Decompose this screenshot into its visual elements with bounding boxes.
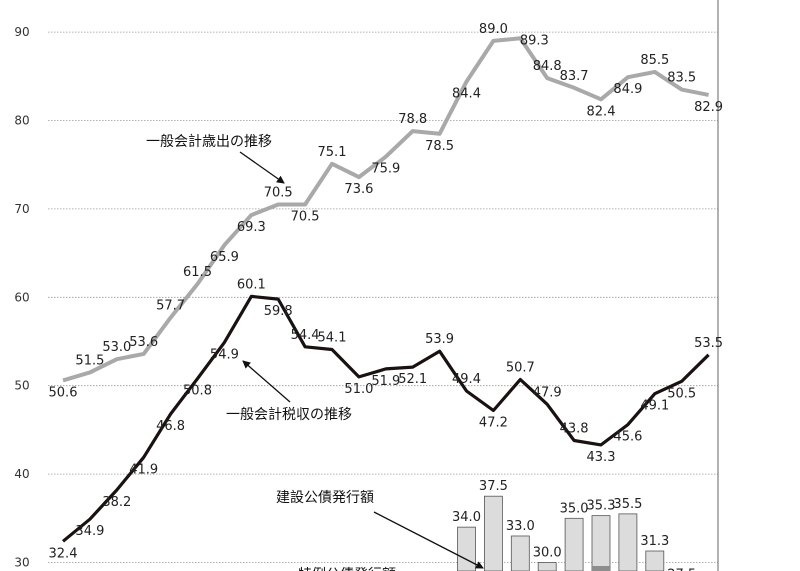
data-label: 78.5 [425,139,454,154]
bar-overlay [592,566,610,571]
bar-value-label: 35.3 [587,499,616,514]
data-label: 70.5 [264,185,293,200]
data-label: 61.5 [183,265,212,280]
y-axis-ticks: 30 40 50 60 70 80 90 [14,25,29,569]
y-tick-label: 70 [14,202,29,216]
data-label: 69.3 [237,220,266,235]
data-label: 51.0 [344,382,373,397]
bar [591,515,611,571]
data-label: 84.9 [613,82,642,97]
data-label: 49.1 [640,399,669,414]
data-label: 82.9 [694,100,723,115]
data-label: 84.8 [533,59,562,74]
series-lines [61,36,710,543]
data-label: 32.4 [49,546,78,561]
data-label: 65.9 [210,250,239,265]
bar-value-label: 35.5 [613,497,642,512]
data-label: 75.1 [318,145,347,160]
y-tick-label: 50 [14,379,29,393]
data-label: 52.1 [398,372,427,387]
data-label: 54.4 [291,328,320,343]
data-label: 83.5 [667,71,696,86]
annotation-construction-bonds: 建設公債発行額 [276,490,374,506]
data-label: 54.1 [318,330,347,345]
data-label: 82.4 [587,104,616,119]
data-label: 50.5 [667,386,696,401]
data-label: 70.5 [291,209,320,224]
bar [510,535,530,571]
bar-value-label: 34.0 [452,510,481,525]
bar-value-label: 30.0 [533,546,562,561]
data-label: 34.9 [75,524,104,539]
data-label: 60.1 [237,277,266,292]
data-label: 47.9 [533,385,562,400]
data-label: 83.7 [560,69,589,84]
annotation-arrow [239,151,285,184]
annotation-expenditure: 一般会計歳出の推移 [146,134,272,150]
bars-construction-bonds: 34.0 37.5 33.0 30.0 35.035.335.5 31.3 27.5 [452,479,696,571]
data-label: 53.6 [129,335,158,350]
data-label: 53.0 [102,340,131,355]
bar [564,517,584,571]
data-label: 46.8 [156,419,185,434]
y-tick-label: 30 [14,556,29,570]
bar [645,550,665,571]
bar-value-label: 33.0 [506,519,535,534]
data-label: 50.7 [506,361,535,376]
bar-value-label: 35.0 [560,501,589,516]
data-labels: 50.6 51.553.053.6 57.7 61.565.9 69.3 70.5 70.5… [49,22,724,561]
gridlines [48,0,719,571]
annotation-tax-revenue: 一般会計税収の推移 [226,407,352,423]
data-label: 45.6 [613,430,642,445]
data-label: 57.7 [156,299,185,314]
data-label: 78.8 [398,112,427,127]
annotation-arrow [373,511,484,569]
y-tick-label: 60 [14,290,29,304]
annotation-special-bonds: 特例公債発行額 [298,567,396,571]
series-line-tax-revenue [61,294,710,543]
bar [483,495,503,571]
data-label: 53.9 [425,332,454,347]
data-label: 84.4 [452,87,481,102]
data-label: 51.5 [75,353,104,368]
data-label: 53.5 [694,336,723,351]
bar [457,526,476,571]
bar-value-label: 37.5 [479,479,508,494]
data-label: 73.6 [344,182,373,197]
y-tick-label: 40 [14,467,29,481]
y-tick-label: 90 [14,25,29,39]
bar [537,562,557,571]
bar-value-label: 31.3 [640,534,669,549]
data-label: 85.5 [640,53,669,68]
data-label: 51.9 [371,374,400,389]
annotations: 一般会計歳出の推移一般会計税収の推移建設公債発行額特例公債発行額 [146,134,484,571]
data-label: 50.6 [49,385,78,400]
bar [618,513,638,571]
data-label: 43.8 [560,422,589,437]
bar-value-label: 27.5 [667,568,696,571]
data-label: 89.0 [479,22,508,37]
data-label: 41.9 [129,462,158,477]
data-label: 50.8 [183,384,212,399]
data-label: 54.9 [210,347,239,362]
series-line-expenditure [62,36,709,383]
data-label: 38.2 [102,495,131,510]
data-label: 49.4 [452,372,481,387]
y-tick-label: 80 [14,114,29,128]
data-label: 43.3 [587,450,616,465]
annotation-arrow [242,360,291,403]
data-label: 59.8 [264,304,293,319]
data-label: 75.9 [371,162,400,177]
data-label: 89.3 [520,33,549,48]
data-label: 47.2 [479,415,508,430]
